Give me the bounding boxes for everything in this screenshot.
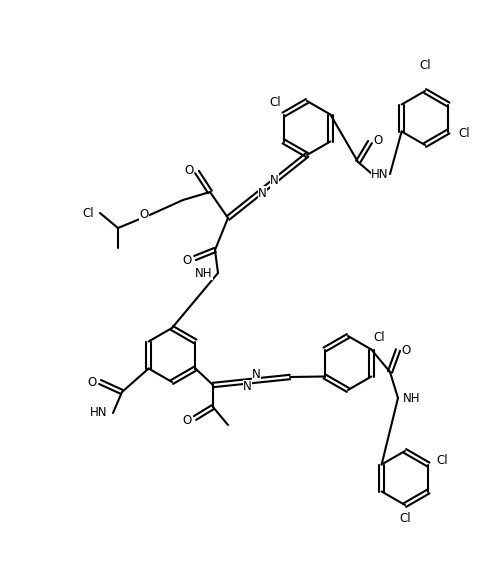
Text: O: O [401, 344, 411, 357]
Text: O: O [87, 376, 97, 389]
Text: O: O [184, 163, 194, 176]
Text: NH: NH [403, 391, 421, 405]
Text: N: N [258, 187, 267, 200]
Text: NH: NH [195, 266, 213, 279]
Text: HN: HN [90, 406, 108, 419]
Text: O: O [182, 254, 192, 266]
Text: Cl: Cl [270, 96, 281, 109]
Text: Cl: Cl [459, 127, 470, 140]
Text: Cl: Cl [436, 454, 448, 467]
Text: Cl: Cl [419, 59, 431, 72]
Text: Cl: Cl [399, 513, 411, 526]
Text: O: O [182, 414, 192, 427]
Text: N: N [270, 174, 279, 187]
Text: O: O [140, 208, 149, 221]
Text: Cl: Cl [373, 331, 385, 344]
Text: O: O [373, 134, 383, 146]
Text: N: N [243, 381, 252, 394]
Text: HN: HN [371, 167, 389, 180]
Text: Cl: Cl [82, 207, 94, 220]
Text: N: N [252, 368, 261, 381]
